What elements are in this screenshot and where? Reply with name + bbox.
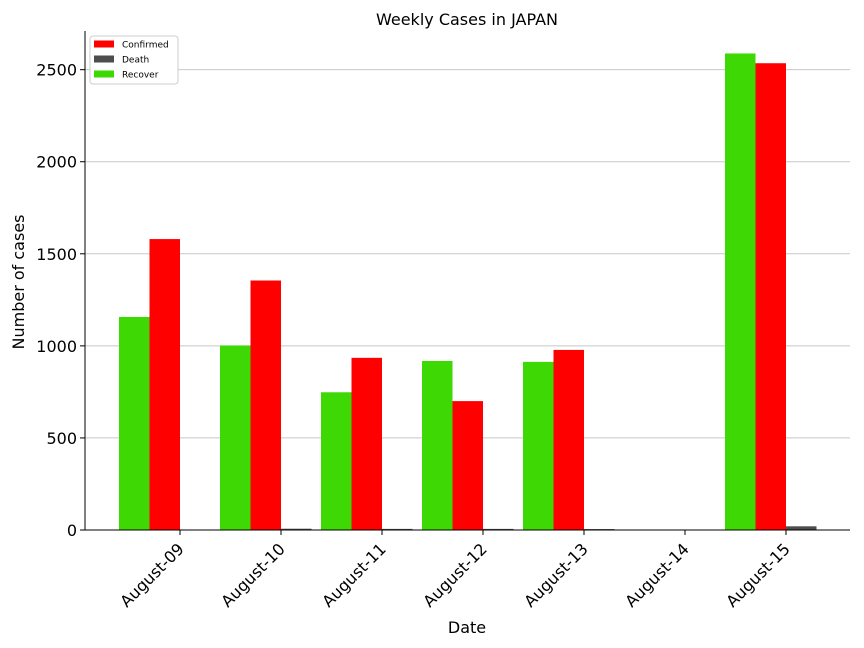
legend-label-recover: Recover <box>122 71 159 81</box>
legend-label-confirmed: Confirmed <box>122 41 169 51</box>
bar-recover-august-10 <box>220 345 251 530</box>
x-tick-label: August-11 <box>318 539 390 611</box>
bars <box>119 53 817 531</box>
y-tick-label: 500 <box>46 429 77 448</box>
bar-death-august-10 <box>281 528 312 530</box>
bar-recover-august-13 <box>523 361 554 530</box>
legend-swatch-death <box>94 55 114 63</box>
chart-title: Weekly Cases in JAPAN <box>376 10 558 29</box>
legend-swatch-recover <box>94 70 114 78</box>
x-tick-label: August-10 <box>217 539 289 611</box>
bar-recover-august-12 <box>422 360 453 530</box>
bar-death-august-15 <box>786 526 817 530</box>
x-tick-label: August-14 <box>621 539 693 611</box>
y-ticks: 0 500 1000 1500 2000 2500 <box>36 61 85 540</box>
x-ticks: August-09 August-10 August-11 August-12 Augu… <box>116 530 794 611</box>
bar-confirmed-august-15 <box>755 63 786 531</box>
y-tick-label: 2000 <box>36 153 77 172</box>
bar-recover-august-11 <box>321 392 352 530</box>
y-tick-label: 1000 <box>36 337 77 356</box>
bar-confirmed-august-12 <box>452 401 483 530</box>
x-tick-label: August-13 <box>520 539 592 611</box>
bar-confirmed-august-11 <box>351 357 382 530</box>
x-tick-label: August-15 <box>722 539 794 611</box>
gridlines <box>85 69 850 439</box>
legend-label-death: Death <box>122 56 149 66</box>
y-axis-label: Number of cases <box>9 215 28 350</box>
legend-swatch-confirmed <box>94 40 114 48</box>
bar-recover-august-09 <box>119 316 150 530</box>
x-tick-label: August-12 <box>419 539 491 611</box>
bar-death-august-12 <box>483 528 514 530</box>
bar-confirmed-august-09 <box>149 239 180 530</box>
bar-death-august-11 <box>382 528 413 530</box>
y-tick-label: 1500 <box>36 245 77 264</box>
bar-confirmed-august-13 <box>553 349 584 530</box>
y-tick-label: 0 <box>67 521 77 540</box>
bar-confirmed-august-10 <box>250 280 281 530</box>
bar-recover-august-15 <box>725 53 756 531</box>
x-tick-label: August-09 <box>116 539 188 611</box>
y-tick-label: 2500 <box>36 61 77 80</box>
x-axis-label: Date <box>448 618 486 637</box>
legend: Confirmed Death Recover <box>89 35 179 85</box>
